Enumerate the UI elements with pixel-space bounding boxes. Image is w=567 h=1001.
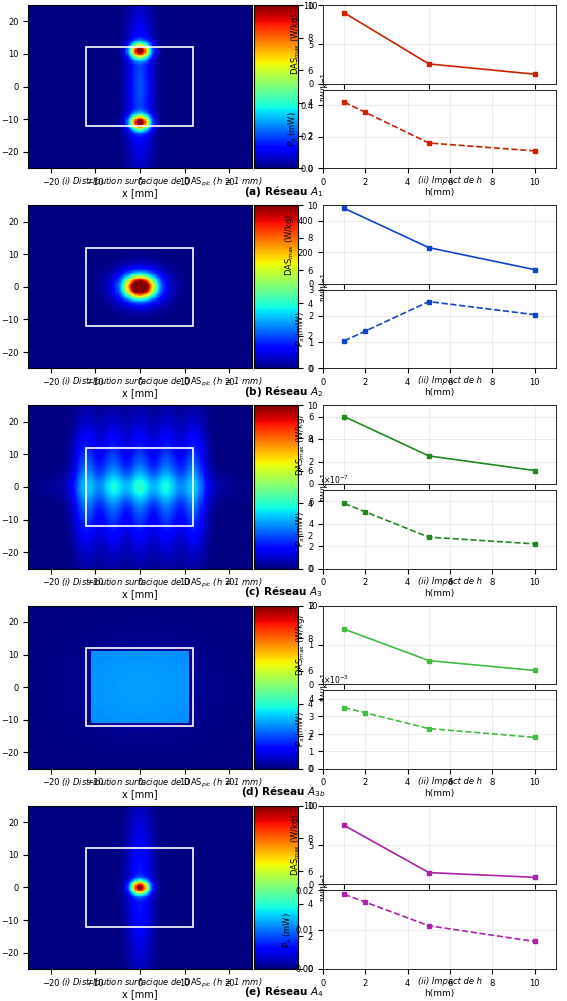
Y-axis label: DAS$_{max}$ (W/kg): DAS$_{max}$ (W/kg)	[294, 614, 307, 676]
X-axis label: x [mm]: x [mm]	[122, 188, 158, 198]
Text: (i) Distribution surfacique de $\mathrm{DAS}_{pic}$ (h = 1 mm): (i) Distribution surfacique de $\mathrm{…	[61, 176, 262, 189]
Y-axis label: y [mm]: y [mm]	[0, 870, 1, 905]
Y-axis label: [W/kg]: [W/kg]	[321, 273, 329, 300]
Y-axis label: y [mm]: y [mm]	[0, 69, 1, 104]
Y-axis label: $P_a$ (mW): $P_a$ (mW)	[281, 912, 294, 948]
Bar	[86, 848, 193, 927]
Bar	[86, 648, 193, 727]
Y-axis label: [W/kg]: [W/kg]	[321, 874, 329, 901]
X-axis label: x [mm]: x [mm]	[122, 989, 158, 999]
Text: (i) Distribution surfacique de $\mathrm{DAS}_{pic}$ (h = 1 mm): (i) Distribution surfacique de $\mathrm{…	[61, 777, 262, 790]
Bar	[86, 247, 193, 326]
Text: (b) Réseau $A_2$: (b) Réseau $A_2$	[244, 383, 323, 398]
Bar	[86, 447, 193, 527]
Text: (i) Distribution surfacique de $\mathrm{DAS}_{pic}$ (h = 1 mm): (i) Distribution surfacique de $\mathrm{…	[61, 376, 262, 389]
Y-axis label: $P_a$ (mW): $P_a$ (mW)	[294, 311, 307, 347]
X-axis label: h(mm): h(mm)	[424, 905, 455, 914]
X-axis label: x [mm]: x [mm]	[122, 789, 158, 799]
Y-axis label: $P_a$ (mW): $P_a$ (mW)	[286, 111, 299, 147]
X-axis label: h(mm): h(mm)	[424, 388, 455, 397]
Y-axis label: [W/kg]: [W/kg]	[321, 73, 329, 100]
X-axis label: h(mm): h(mm)	[424, 705, 455, 714]
X-axis label: h(mm): h(mm)	[424, 789, 455, 798]
Bar	[86, 47, 193, 126]
Text: (ii) Impact de h: (ii) Impact de h	[418, 577, 482, 586]
Text: (c) Réseau $A_3$: (c) Réseau $A_3$	[244, 584, 323, 599]
Y-axis label: y [mm]: y [mm]	[0, 469, 1, 505]
Text: (i) Distribution surfacique de $\mathrm{DAS}_{pic}$ (h = 1 mm): (i) Distribution surfacique de $\mathrm{…	[61, 577, 262, 590]
Text: (ii) Impact de h: (ii) Impact de h	[418, 777, 482, 786]
X-axis label: h(mm): h(mm)	[424, 304, 455, 313]
X-axis label: h(mm): h(mm)	[424, 589, 455, 598]
X-axis label: h(mm): h(mm)	[424, 188, 455, 197]
Y-axis label: DAS$_{max}$ (W/kg): DAS$_{max}$ (W/kg)	[289, 13, 302, 75]
Text: (i) Distribution surfacique de $\mathrm{DAS}_{pic}$ (h = 1 mm): (i) Distribution surfacique de $\mathrm{…	[61, 977, 262, 990]
X-axis label: h(mm): h(mm)	[424, 104, 455, 113]
X-axis label: h(mm): h(mm)	[424, 989, 455, 998]
Text: (a) Réseau $A_1$: (a) Réseau $A_1$	[244, 183, 323, 198]
X-axis label: x [mm]: x [mm]	[122, 589, 158, 599]
Text: (d) Réseau $A_{3b}$: (d) Réseau $A_{3b}$	[241, 784, 326, 799]
Text: (ii) Impact de h: (ii) Impact de h	[418, 376, 482, 385]
Text: $\times 10^{-3}$: $\times 10^{-3}$	[323, 674, 349, 686]
Y-axis label: DAS$_{max}$ (W/kg): DAS$_{max}$ (W/kg)	[289, 814, 302, 876]
Y-axis label: $P_a$ (mW): $P_a$ (mW)	[294, 512, 307, 548]
Y-axis label: DAS$_{max}$ (W/kg): DAS$_{max}$ (W/kg)	[294, 413, 307, 475]
Y-axis label: y [mm]: y [mm]	[0, 670, 1, 705]
Y-axis label: [W/kg]: [W/kg]	[321, 473, 329, 500]
Text: (e) Réseau $A_4$: (e) Réseau $A_4$	[244, 984, 323, 999]
Text: (ii) Impact de h: (ii) Impact de h	[418, 176, 482, 185]
Y-axis label: y [mm]: y [mm]	[0, 269, 1, 304]
Y-axis label: [W/kg]: [W/kg]	[321, 674, 329, 701]
Text: $\times 10^{-7}$: $\times 10^{-7}$	[323, 473, 349, 485]
X-axis label: x [mm]: x [mm]	[122, 388, 158, 398]
Text: (ii) Impact de h: (ii) Impact de h	[418, 977, 482, 986]
X-axis label: h(mm): h(mm)	[424, 505, 455, 514]
Y-axis label: $P_a$ (mW): $P_a$ (mW)	[294, 712, 307, 748]
Y-axis label: DAS$_{max}$ (W/kg): DAS$_{max}$ (W/kg)	[284, 213, 297, 275]
